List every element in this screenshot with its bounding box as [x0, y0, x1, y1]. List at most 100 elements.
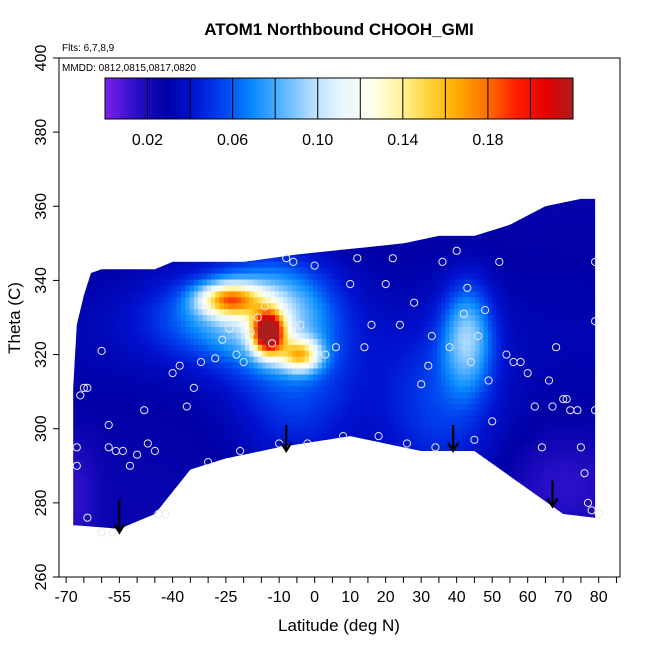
heatmap-cell [411, 427, 417, 434]
heatmap-cell [270, 296, 276, 304]
heatmap-cell [159, 314, 165, 322]
heatmap-cell [330, 290, 336, 298]
heatmap-cell [300, 267, 306, 274]
heatmap-cell [151, 439, 157, 446]
heatmap-cell [73, 237, 76, 244]
heatmap-cell [274, 492, 280, 500]
heatmap-cell [223, 308, 229, 316]
heatmap-cell [253, 450, 259, 458]
heatmap-cell [108, 273, 114, 280]
heatmap-cell [193, 504, 199, 511]
heatmap-cell [112, 510, 118, 517]
heatmap-cell [223, 278, 229, 286]
heatmap-cell [176, 474, 182, 482]
heatmap-cell [176, 522, 182, 529]
heatmap-cell [266, 504, 272, 511]
heatmap-cell [364, 445, 370, 452]
heatmap-cell [274, 450, 280, 458]
heatmap-cell [121, 267, 127, 274]
heatmap-cell [245, 198, 250, 203]
heatmap-cell [249, 534, 254, 541]
heatmap-cell [415, 190, 420, 197]
heatmap-cell [121, 350, 127, 357]
heatmap-cell [168, 415, 174, 422]
heatmap-cell [91, 516, 97, 523]
heatmap-cell [130, 445, 135, 452]
heatmap-cell [236, 201, 242, 209]
heatmap-cell [172, 308, 178, 316]
heatmap-cell [138, 243, 144, 250]
heatmap-cell [210, 379, 216, 387]
heatmap-cell [372, 249, 378, 256]
heatmap-cell [202, 486, 208, 494]
heatmap-cell [334, 385, 340, 393]
heatmap-cell [168, 468, 174, 476]
heatmap-cell [228, 468, 233, 476]
heatmap-cell [360, 237, 365, 244]
heatmap-cell [351, 522, 357, 529]
heatmap-cell [330, 510, 336, 517]
heatmap-cell [321, 445, 327, 452]
heatmap-cell [210, 361, 216, 369]
heatmap-cell [168, 243, 174, 250]
heatmap-cell [232, 534, 237, 541]
heatmap-cell [134, 243, 140, 250]
heatmap-cell [66, 344, 71, 351]
heatmap-cell [296, 385, 302, 393]
heatmap-cell [168, 373, 174, 381]
heatmap-cell [112, 237, 118, 244]
heatmap-cell [398, 231, 404, 239]
heatmap-cell [334, 433, 340, 440]
heatmap-cell [147, 356, 152, 363]
heatmap-cell [125, 231, 131, 239]
heatmap-cell [95, 474, 101, 482]
heatmap-cell [317, 190, 322, 197]
heatmap-cell [104, 522, 110, 529]
heatmap-cell [347, 474, 353, 482]
heatmap-cell [419, 255, 425, 262]
heatmap-cell [253, 391, 259, 399]
heatmap-cell [117, 314, 123, 322]
heatmap-cell [389, 379, 395, 387]
heatmap-cell [206, 278, 212, 286]
heatmap-cell [313, 522, 319, 529]
heatmap-cell [92, 190, 97, 197]
heatmap-cell [117, 445, 123, 452]
heatmap-cell [317, 391, 323, 399]
heatmap-cell [313, 308, 319, 316]
heatmap-cell [189, 504, 195, 511]
heatmap-cell [117, 361, 123, 369]
heatmap-cell [100, 373, 106, 381]
heatmap-cell [236, 213, 242, 221]
heatmap-cell [164, 249, 169, 256]
heatmap-cell [291, 385, 297, 393]
heatmap-cell [236, 243, 242, 250]
heatmap-cell [241, 190, 246, 197]
heatmap-cell [279, 409, 284, 416]
heatmap-cell [223, 344, 229, 351]
heatmap-cell [377, 350, 382, 357]
heatmap-cell [112, 302, 118, 310]
heatmap-cell [253, 320, 259, 327]
heatmap-cell [121, 314, 127, 322]
heatmap-cell [347, 385, 353, 393]
heatmap-cell [321, 421, 327, 428]
heatmap-cell [159, 261, 165, 268]
heatmap-cell [172, 296, 178, 304]
heatmap-cell [134, 480, 140, 488]
heatmap-cell [83, 474, 88, 482]
heatmap-cell [254, 534, 259, 541]
heatmap-cell [377, 510, 382, 517]
heatmap-cell [87, 522, 93, 529]
heatmap-cell [304, 409, 310, 416]
heatmap-cell [73, 231, 76, 239]
heatmap-cell [130, 450, 135, 458]
heatmap-cell [159, 504, 165, 511]
heatmap-cell [232, 498, 238, 505]
heatmap-cell [343, 350, 348, 357]
heatmap-cell [266, 296, 272, 304]
heatmap-cell [398, 498, 404, 505]
heatmap-cell [415, 320, 421, 327]
heatmap-cell [300, 498, 306, 505]
heatmap-cell [142, 243, 148, 250]
